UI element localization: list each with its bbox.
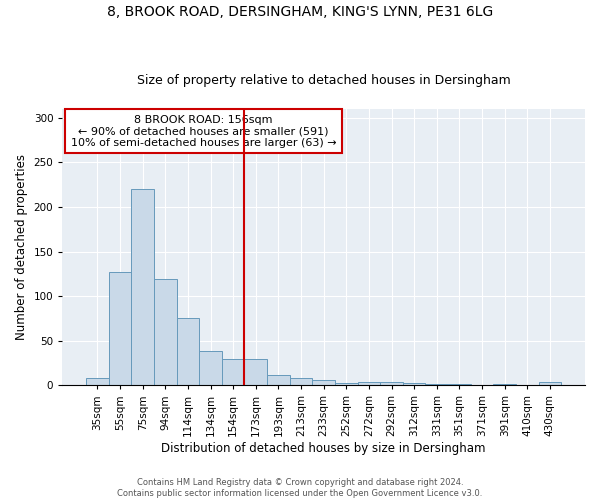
Bar xyxy=(131,189,154,386)
Bar xyxy=(109,272,131,386)
Bar xyxy=(358,382,380,386)
Bar xyxy=(176,318,199,386)
Bar xyxy=(86,378,109,386)
Bar xyxy=(290,378,313,386)
Bar xyxy=(154,279,176,386)
Bar xyxy=(199,350,222,386)
Text: Contains HM Land Registry data © Crown copyright and database right 2024.
Contai: Contains HM Land Registry data © Crown c… xyxy=(118,478,482,498)
Bar xyxy=(539,382,561,386)
Bar xyxy=(267,376,290,386)
Text: 8, BROOK ROAD, DERSINGHAM, KING'S LYNN, PE31 6LG: 8, BROOK ROAD, DERSINGHAM, KING'S LYNN, … xyxy=(107,5,493,19)
Text: 8 BROOK ROAD: 156sqm
← 90% of detached houses are smaller (591)
10% of semi-deta: 8 BROOK ROAD: 156sqm ← 90% of detached h… xyxy=(71,114,336,148)
Bar xyxy=(425,384,448,386)
Bar xyxy=(493,384,516,386)
Bar xyxy=(380,382,403,386)
Bar xyxy=(222,360,244,386)
Title: Size of property relative to detached houses in Dersingham: Size of property relative to detached ho… xyxy=(137,74,511,87)
Bar xyxy=(448,384,471,386)
Bar xyxy=(244,360,267,386)
Bar xyxy=(335,382,358,386)
X-axis label: Distribution of detached houses by size in Dersingham: Distribution of detached houses by size … xyxy=(161,442,486,455)
Y-axis label: Number of detached properties: Number of detached properties xyxy=(15,154,28,340)
Bar xyxy=(403,382,425,386)
Bar xyxy=(313,380,335,386)
